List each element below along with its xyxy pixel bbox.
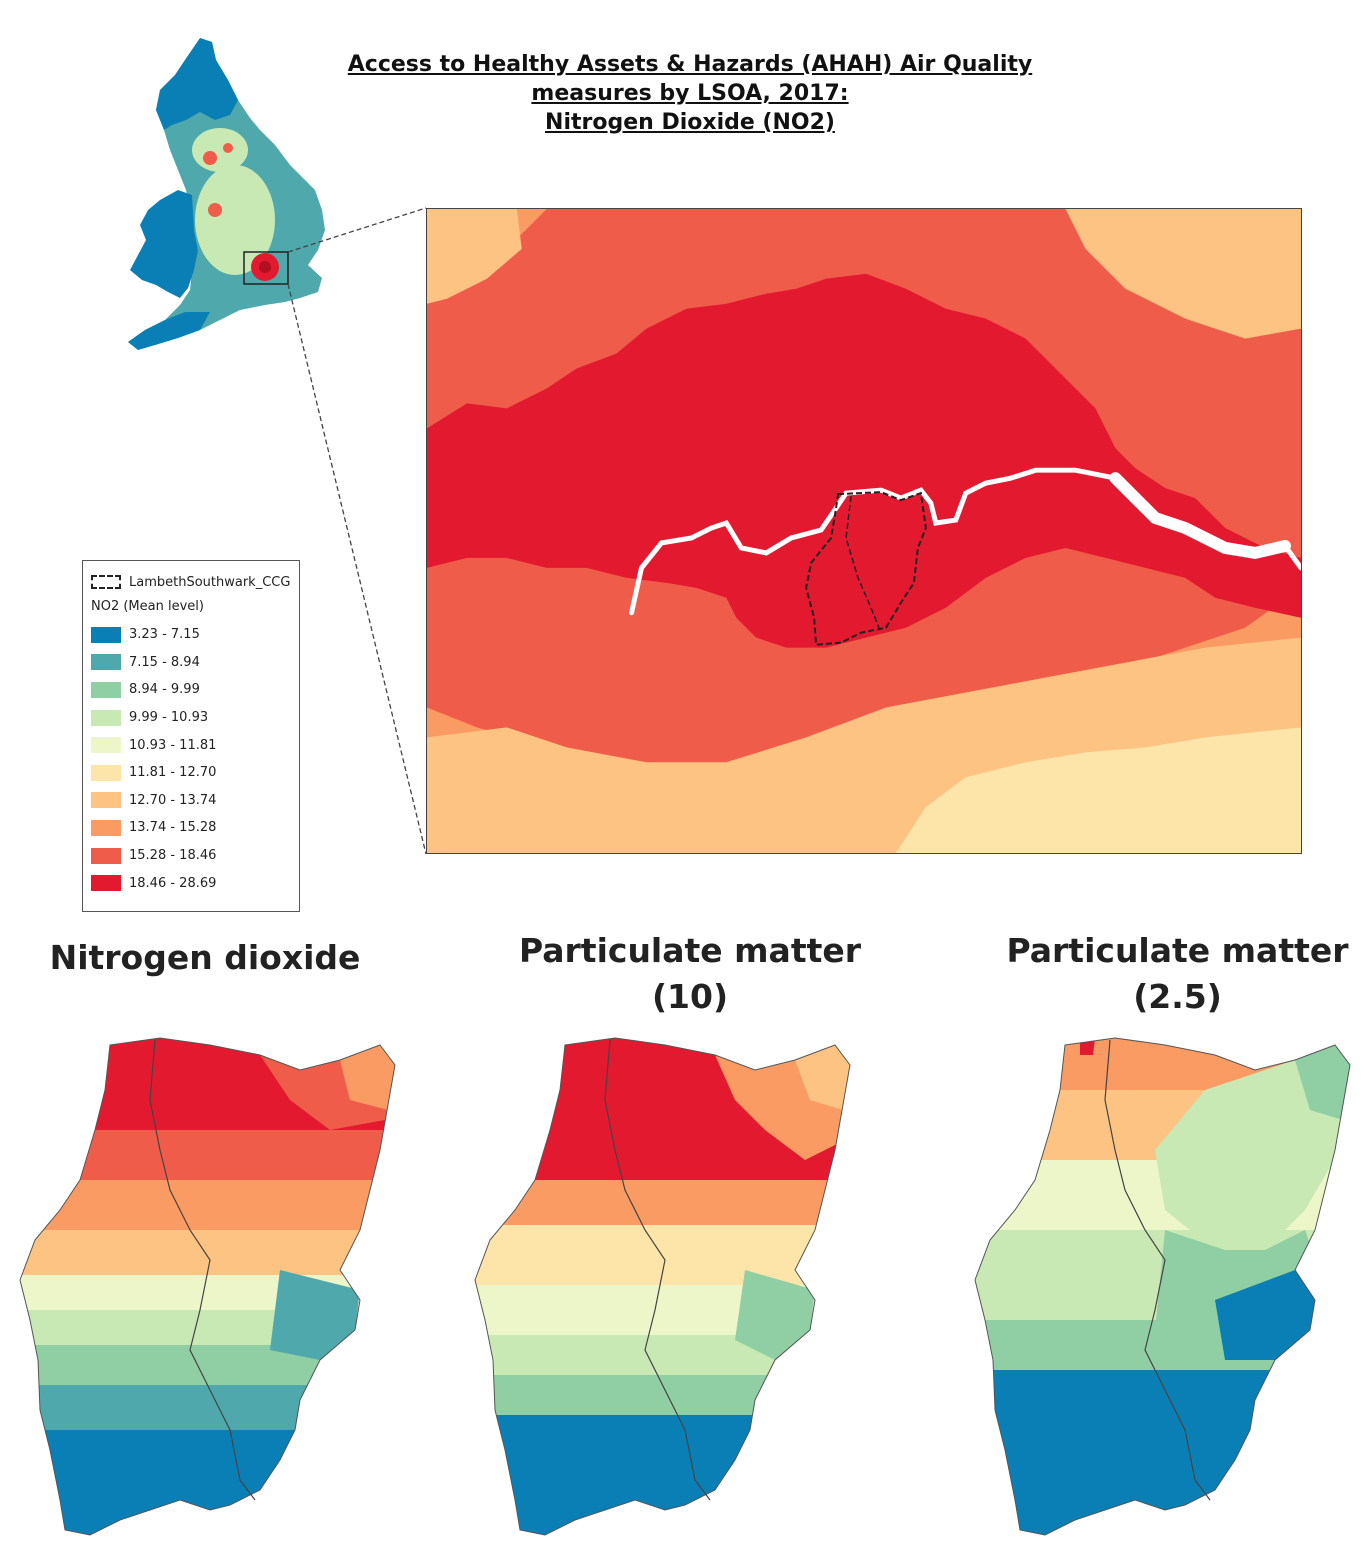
legend-color-swatch — [91, 764, 121, 781]
map-title-line-3: Nitrogen Dioxide (NO2) — [545, 110, 835, 135]
pm10-band-7 — [475, 1415, 850, 1535]
panel-title-pm10-line2: (10) — [651, 977, 729, 1016]
legend-color-swatch — [91, 819, 121, 836]
legend-class-label: 9.99 - 10.93 — [129, 710, 209, 726]
map-legend: LambethSouthwark_CCG NO2 (Mean level) 3.… — [82, 560, 300, 912]
legend-color-swatch — [91, 847, 121, 864]
pm10-band-ne-2 — [795, 1045, 850, 1110]
panel-title-no2: Nitrogen dioxide — [20, 935, 390, 981]
borough-map-no2 — [19, 1037, 396, 1536]
no2-band-2 — [20, 1130, 395, 1180]
band-12-13-north-west — [427, 209, 522, 304]
birmingham-hotspot — [208, 203, 222, 217]
legend-class-row: 7.15 - 8.94 — [91, 649, 291, 677]
legend-class-row: 8.94 - 9.99 — [91, 676, 291, 704]
legend-class-row: 9.99 - 10.93 — [91, 704, 291, 732]
no2-band-3 — [20, 1180, 395, 1230]
legend-class-row: 10.93 - 11.81 — [91, 731, 291, 759]
panel-title-no2-line1: Nitrogen dioxide — [49, 938, 361, 977]
lambeth-southwark-internal-boundary — [845, 496, 882, 633]
pm25-lambeth-southwark-divider — [1104, 1039, 1211, 1501]
london-no2-map — [426, 208, 1302, 854]
band-12-13-north-east — [1065, 209, 1301, 339]
legend-class-row: 18.46 - 28.69 — [91, 869, 291, 897]
manchester-hotspot — [203, 151, 217, 165]
legend-class-row: 3.23 - 7.15 — [91, 621, 291, 649]
midlands-moderate-area — [195, 165, 275, 275]
map-title-line-2: measures by LSOA, 2017: — [531, 81, 849, 106]
legend-color-swatch — [91, 626, 121, 643]
legend-class-row: 12.70 - 13.74 — [91, 787, 291, 815]
zoom-extent-box — [243, 251, 289, 285]
legend-color-swatch — [91, 792, 121, 809]
legend-title: NO2 (Mean level) — [91, 599, 204, 614]
legend-boundary-swatch — [91, 575, 121, 589]
legend-class-label: 12.70 - 13.74 — [129, 792, 217, 808]
pm25-hotspot — [1080, 1038, 1095, 1055]
map-title-line-1: Access to Healthy Assets & Hazards (AHAH… — [347, 52, 1033, 77]
pm10-band-3 — [475, 1225, 850, 1285]
pm25-east-moderate — [1155, 1045, 1350, 1250]
pm25-band-6 — [975, 1370, 1350, 1535]
legend-color-swatch — [91, 709, 121, 726]
panel-title-pm25: Particulate matter (2.5) — [985, 928, 1370, 1020]
lambeth-southwark-ccg-boundary — [805, 491, 927, 646]
river-thames-estuary — [1109, 472, 1292, 560]
legend-color-swatch — [91, 875, 121, 892]
legend-class-label: 7.15 - 8.94 — [129, 654, 200, 670]
legend-class-label: 3.23 - 7.15 — [129, 627, 200, 643]
legend-color-swatch — [91, 681, 121, 698]
no2-band-ne-2 — [340, 1045, 395, 1110]
england-wales-inset-map — [128, 38, 325, 350]
borough-map-pm25 — [974, 1037, 1351, 1536]
pm25-borough-outline — [974, 1037, 1351, 1536]
no2-band-9 — [20, 1430, 395, 1535]
panel-title-pm25-line2: (2.5) — [1133, 977, 1222, 1016]
legend-boundary-row: LambethSouthwark_CCG — [91, 571, 291, 593]
leeds-hotspot — [223, 143, 233, 153]
no2-band-4 — [20, 1230, 395, 1275]
legend-class-label: 15.28 - 18.46 — [129, 848, 217, 864]
band-11-12-south — [895, 727, 1301, 853]
no2-lambeth-southwark-divider — [149, 1039, 256, 1501]
zoom-line-bottom — [287, 283, 427, 855]
panel-title-pm25-line1: Particulate matter — [1006, 931, 1349, 970]
panel-title-pm10: Particulate matter (10) — [495, 928, 885, 1020]
pm25-east-lowest — [1215, 1270, 1315, 1360]
panel-title-pm10-line1: Particulate matter — [518, 931, 862, 970]
wales-landmass — [130, 190, 198, 298]
legend-class-label: 13.74 - 15.28 — [129, 820, 217, 836]
north-moderate-area — [192, 128, 248, 172]
legend-class-label: 10.93 - 11.81 — [129, 737, 217, 753]
legend-class-row: 15.28 - 18.46 — [91, 842, 291, 870]
legend-class-label: 18.46 - 28.69 — [129, 875, 217, 891]
band-18-28 — [427, 273, 1301, 648]
pm10-band-2 — [475, 1180, 850, 1225]
pm25-east-green — [1295, 1045, 1350, 1120]
no2-band-east — [270, 1270, 360, 1360]
southwest-low-area — [128, 312, 210, 350]
pm10-lambeth-southwark-divider — [604, 1039, 711, 1501]
legend-boundary-label: LambethSouthwark_CCG — [129, 574, 291, 590]
legend-class-row: 11.81 - 12.70 — [91, 759, 291, 787]
london-core — [259, 261, 271, 273]
legend-color-swatch — [91, 654, 121, 671]
map-title: Access to Healthy Assets & Hazards (AHAH… — [330, 50, 1050, 137]
no2-borough-outline — [19, 1037, 396, 1536]
borough-map-pm10 — [474, 1037, 851, 1536]
legend-class-row: 13.74 - 15.28 — [91, 814, 291, 842]
no2-band-8 — [20, 1385, 395, 1430]
legend-class-list: 3.23 - 7.15 7.15 - 8.94 8.94 - 9.99 9.99 - … — [91, 621, 291, 897]
legend-class-label: 11.81 - 12.70 — [129, 765, 217, 781]
north-low-area — [156, 38, 238, 130]
legend-class-label: 8.94 - 9.99 — [129, 682, 200, 698]
legend-color-swatch — [91, 737, 121, 754]
pm10-borough-outline — [474, 1037, 851, 1536]
pm10-band-east — [735, 1270, 815, 1360]
